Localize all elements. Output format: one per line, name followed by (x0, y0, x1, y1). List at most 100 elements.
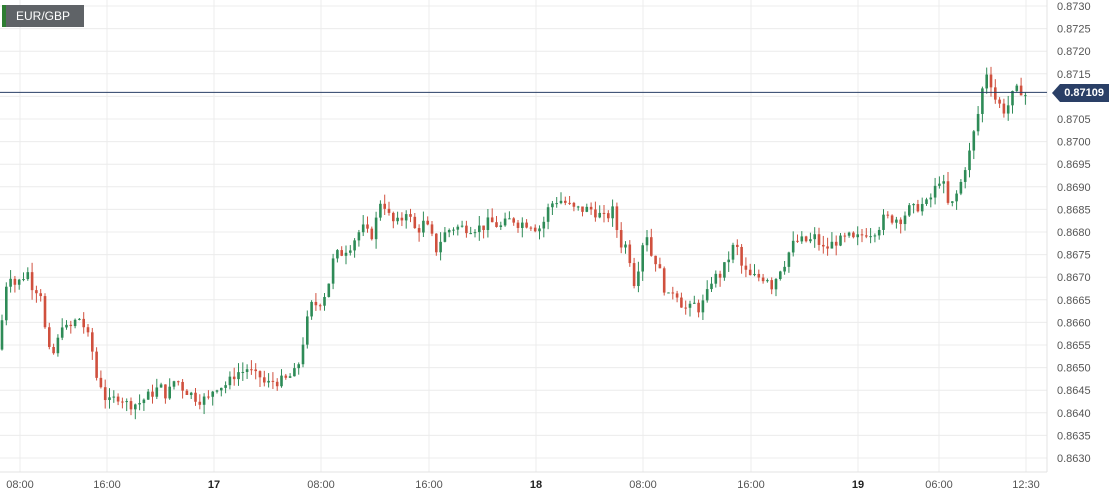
candle-up (215, 390, 219, 392)
candle-up (26, 272, 30, 280)
candle-up (288, 376, 292, 378)
candle-up (108, 397, 111, 401)
candle-up (920, 203, 924, 212)
candle-down (284, 375, 288, 378)
candle-down (736, 244, 739, 247)
candle-up (138, 403, 141, 405)
candle-down (103, 387, 107, 401)
candle-up (1015, 85, 1019, 91)
candle-up (714, 273, 718, 284)
candle-up (766, 280, 769, 282)
candle-up (5, 286, 8, 321)
candle-down (48, 327, 51, 347)
candle-down (740, 246, 743, 266)
candle-up (202, 396, 206, 405)
candle-up (637, 271, 640, 287)
candle-down (490, 217, 494, 223)
candle-down (564, 200, 567, 203)
candle-down (761, 277, 765, 282)
candle-up (112, 396, 116, 398)
candle-up (624, 244, 627, 248)
candle-up (65, 324, 68, 328)
symbol-badge[interactable]: EUR/GBP (2, 5, 84, 27)
candle-up (693, 302, 696, 304)
candle-up (452, 229, 455, 231)
candle-up (688, 303, 692, 308)
time-axis: 08:00 16:00 17 08:00 16:00 18 08:00 16:00 19 06:0… (6, 479, 1040, 491)
candle-up (353, 240, 356, 251)
price-tick-label: 0.8665 (1057, 295, 1091, 307)
candle-down (129, 401, 133, 410)
candle-up (443, 232, 447, 242)
candle-down (207, 396, 210, 398)
candle-up (912, 204, 915, 206)
candles (0, 66, 1027, 420)
price-tick-label: 0.8720 (1057, 46, 1091, 58)
candle-down (43, 296, 47, 328)
candle-down (654, 255, 657, 265)
candle-up (774, 279, 778, 290)
candle-up (791, 240, 795, 253)
candle-down (572, 202, 576, 207)
candle-up (976, 113, 980, 132)
time-tick-label: 16:00 (737, 479, 765, 491)
candle-down (95, 351, 98, 378)
candle-up (856, 234, 859, 238)
candle-up (293, 368, 296, 377)
candle-up (396, 217, 399, 222)
price-tick-label: 0.8680 (1057, 227, 1091, 239)
candle-up (306, 316, 309, 345)
candle-down (899, 219, 902, 225)
candle-down (748, 269, 752, 276)
candle-up (869, 236, 872, 238)
time-tick-label: 08:00 (6, 479, 34, 491)
price-tick-label: 0.8645 (1057, 385, 1091, 397)
candle-up (224, 385, 227, 388)
candle-down (177, 381, 180, 383)
candle-down (822, 244, 825, 247)
candle-up (933, 185, 937, 198)
time-tick-label: 19 (852, 479, 864, 491)
candle-down (30, 272, 34, 291)
candle-up (237, 372, 240, 380)
candle-up (22, 279, 25, 281)
candle-up (499, 225, 503, 227)
candle-up (404, 214, 408, 221)
candle-up (280, 375, 283, 387)
price-tick-label: 0.8640 (1057, 408, 1091, 420)
candle-down (529, 227, 533, 229)
price-tick-label: 0.8730 (1057, 1, 1091, 13)
candle-down (581, 206, 584, 212)
candle-down (151, 391, 154, 397)
candle-up (134, 404, 137, 410)
candle-down (409, 214, 412, 217)
candle-up (951, 201, 954, 203)
candle-up (361, 224, 365, 233)
candle-up (873, 235, 877, 237)
candle-up (611, 206, 614, 219)
candle-up (542, 221, 546, 229)
candle-up (73, 319, 77, 327)
candle-up (598, 212, 601, 218)
candle-down (770, 280, 773, 290)
candle-up (331, 258, 335, 284)
candle-up (645, 237, 649, 246)
time-tick-label: 16:00 (93, 479, 121, 491)
candle-up (60, 327, 64, 338)
price-axis: 0.87300.87250.87200.87150.87100.87050.87… (1057, 1, 1091, 465)
price-tick-label: 0.8630 (1057, 453, 1091, 465)
candle-up (705, 289, 709, 301)
candle-up (779, 271, 782, 280)
candle-down (263, 377, 266, 383)
candle-down (121, 401, 124, 403)
time-tick-label: 18 (530, 479, 542, 491)
candle-down (834, 241, 838, 246)
candle-up (667, 292, 670, 294)
price-tick-label: 0.8670 (1057, 272, 1091, 284)
candle-up (142, 399, 146, 404)
price-tick-label: 0.8705 (1057, 114, 1091, 126)
candle-down (435, 233, 438, 253)
candle-up (701, 300, 705, 313)
